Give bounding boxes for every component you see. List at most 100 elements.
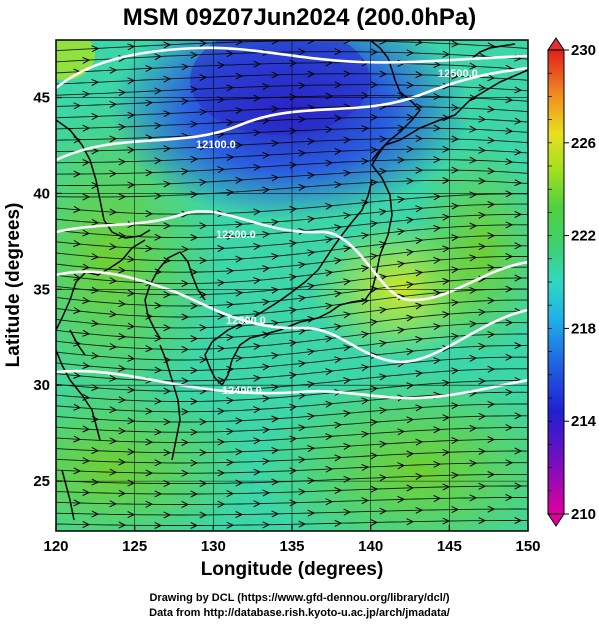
streamline-arrow [181,377,190,385]
colorbar-tick-label: 218 [571,320,596,337]
streamline-arrow [82,124,91,132]
streamline-arrow [505,190,514,198]
streamline-arrow [325,126,334,134]
streamline-arrow [109,374,118,382]
streamline-arrow [469,254,478,262]
streamline-arrow [343,278,352,286]
streamline-arrow [298,424,307,432]
streamline-arrow [442,82,451,90]
streamline-arrow [82,425,91,433]
streamline-arrow [235,141,244,149]
streamline-arrow [307,380,316,388]
contour-label: 12100.0 [196,139,236,151]
streamline-arrow [478,84,487,92]
streamline-arrow [181,97,190,105]
streamline-arrow [163,324,172,332]
streamline-arrow [145,438,154,446]
streamline-arrow [505,96,514,104]
streamline-arrow [271,218,280,226]
streamline-arrow [181,313,190,321]
streamline-arrow [325,433,334,441]
streamline-arrow [370,452,379,460]
streamline-arrow [235,448,244,456]
streamline-arrow [514,179,523,187]
y-axis-ticks: 25 30 35 40 45 [33,90,62,490]
streamline-arrow [433,256,442,264]
streamline-arrow [397,496,406,504]
streamline-arrow [505,459,514,467]
streamline-arrow [514,482,523,490]
streamline-arrow [163,511,172,519]
credit-data: Data from http://database.rish.kyoto‐u.a… [149,607,450,619]
streamline-arrow [91,147,100,155]
y-tick-label: 40 [33,185,50,202]
streamline-arrow [190,302,199,310]
streamline-arrow [406,348,415,356]
streamline-arrow [469,191,478,199]
streamline-arrow [154,233,163,241]
streamline-arrow [298,360,307,368]
streamline-arrow [307,249,316,257]
streamline-arrow [109,208,118,216]
streamline-arrow [298,488,307,496]
streamline-arrow [262,489,271,497]
streamline-arrow [262,331,271,339]
streamline-arrow [514,210,523,218]
contour-label: 12500.0 [438,68,478,80]
streamline-arrow [235,255,244,263]
streamline-arrow [217,61,226,69]
streamline-arrow [361,331,370,339]
streamline-arrow [505,494,514,502]
streamline-arrow [478,377,487,385]
streamline-arrow [190,85,199,93]
streamline-arrow [487,297,496,305]
streamline-arrow [73,499,82,507]
colorbar: 230 226 222 218 214 210 [547,37,597,527]
streamline-arrow [307,477,316,485]
streamline-arrow [217,245,226,253]
streamline-arrow [442,483,451,491]
streamline-arrow [361,232,370,240]
streamline-arrow [226,428,235,436]
streamline-arrow [226,334,235,342]
streamline-arrow [154,459,163,467]
streamline-arrow [181,345,190,353]
streamline-arrow [118,158,127,166]
streamline-arrow [190,428,199,436]
streamline-arrow [343,410,352,418]
streamline-arrow [325,159,334,167]
streamline-arrow [181,63,190,71]
streamline-arrow [451,471,460,479]
streamline-arrow [271,174,280,182]
streamline-arrow [154,428,163,436]
streamline-arrow [487,167,496,175]
streamline-arrow [406,484,415,492]
streamline-arrow [370,385,379,393]
streamline-arrow [271,71,280,79]
streamline-arrow [334,81,343,89]
streamline-arrow [73,240,82,248]
streamline-arrow [82,457,91,465]
streamline-arrow [397,228,406,236]
streamline-arrow [262,151,271,159]
streamline-arrow [190,522,199,529]
streamline-arrow [442,50,451,58]
streamline-arrow [379,273,388,281]
streamline-arrow [334,519,343,527]
streamline-arrow [415,404,424,412]
streamline-arrow [91,45,100,53]
streamline-arrow [478,412,487,420]
colorbar-max-arrow [547,37,565,51]
streamline-arrow [253,500,262,508]
streamline-arrow [487,505,496,513]
streamline-arrow [235,511,244,519]
x-tick-label: 125 [122,538,147,555]
streamline-arrow [163,480,172,488]
streamline-arrow [298,82,307,89]
streamline-arrow [379,40,388,45]
streamline-arrow [406,81,415,89]
colorbar-tick-label: 214 [571,413,597,430]
streamline-arrow [433,289,442,297]
streamline-arrow [253,468,262,476]
chart-title: MSM 09Z07Jun2024 (200.0hPa) [122,4,477,31]
